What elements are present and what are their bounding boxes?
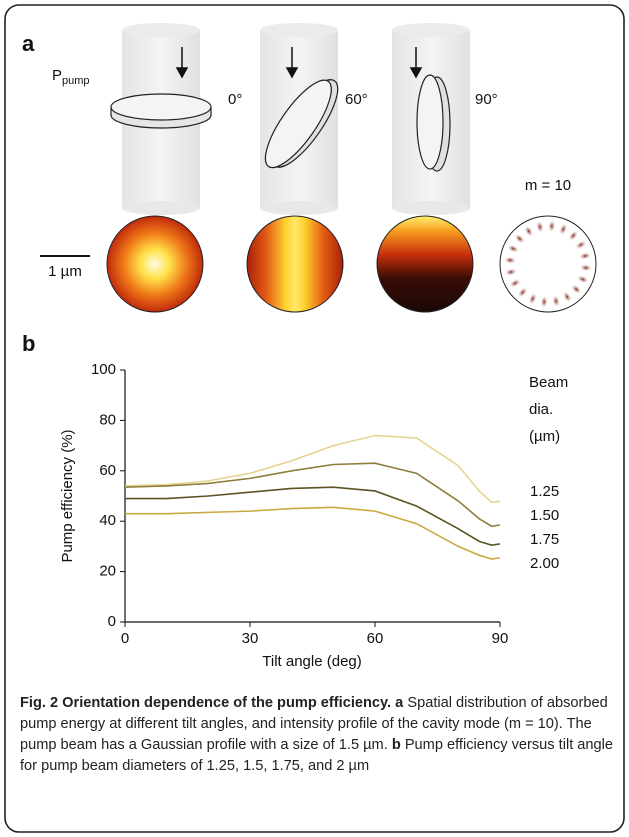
legend-title: (µm) — [529, 428, 560, 445]
mode-lobe — [524, 225, 534, 237]
y-tick-label: 0 — [108, 613, 116, 630]
y-tick-label: 100 — [91, 361, 116, 378]
arrows — [175, 47, 423, 79]
mode-lobe — [579, 264, 592, 272]
mode-lobe — [562, 291, 572, 303]
mode-lobe — [514, 233, 525, 244]
disks — [110, 74, 451, 172]
y-tick-label: 40 — [99, 512, 116, 529]
series-line — [124, 434, 501, 504]
legend-entry: 1.25 — [530, 483, 559, 500]
mode-profile — [499, 215, 597, 313]
mode-lobe — [507, 244, 519, 253]
mode-lobe — [571, 284, 582, 295]
y-tick-label: 20 — [99, 563, 116, 580]
legend-entry: 2.00 — [530, 555, 559, 572]
angle-label: 0° — [228, 91, 242, 108]
scale-label: 1 µm — [48, 263, 82, 280]
legend-title: Beam — [529, 374, 568, 391]
caption-b-label: b — [391, 737, 401, 753]
mode-lobe — [559, 223, 568, 235]
legend-entry: 1.50 — [530, 507, 559, 524]
pump-p: P — [52, 67, 62, 84]
mode-lobe — [552, 295, 560, 308]
series-line — [125, 486, 501, 546]
caption-b-text: Pump efficiency versus tilt angle for pu… — [20, 737, 614, 774]
panel-label: b — [22, 331, 35, 356]
caption-a-text: Spatial distribution of absorbed pump en… — [20, 695, 608, 753]
y-tick-label: 80 — [99, 411, 116, 428]
mode-lobe — [528, 293, 537, 305]
profile-90 — [376, 215, 474, 313]
x-tick-label: 0 — [121, 630, 129, 647]
angle-label: 60° — [345, 91, 368, 108]
caption: Fig. 2 Orientation dependence of the pum… — [20, 693, 615, 777]
mode-lobe — [575, 240, 587, 250]
mode-label: m = 10 — [525, 177, 571, 194]
mode-lobe — [504, 268, 517, 276]
y-axis-label: Pump efficiency (%) — [59, 429, 76, 562]
angle-label: 90° — [475, 91, 498, 108]
caption-a-label: a — [395, 695, 404, 711]
pump-label: Ppump — [52, 67, 90, 87]
x-tick-label: 90 — [492, 630, 509, 647]
mode-lobe — [517, 287, 528, 298]
pump-sub: pump — [62, 75, 90, 87]
series-line — [124, 462, 501, 528]
caption-title: Fig. 2 Orientation dependence of the pum… — [20, 695, 392, 711]
mode-lobe — [577, 275, 589, 284]
legend-entry: 1.75 — [530, 531, 559, 548]
frame — [4, 4, 625, 833]
y-tick-label: 60 — [99, 462, 116, 479]
profile-60 — [246, 215, 344, 313]
profile-0 — [106, 215, 204, 313]
series-line — [125, 506, 501, 560]
panel-label: a — [22, 31, 35, 56]
mode-lobe — [540, 295, 548, 308]
mode-lobe — [568, 230, 579, 241]
mode-lobe — [509, 278, 521, 288]
mode-lobe — [536, 220, 544, 233]
mode-lobe — [579, 252, 592, 260]
x-tick-label: 60 — [367, 630, 384, 647]
mode-lobe — [548, 220, 556, 233]
x-axis-label: Tilt angle (deg) — [262, 653, 362, 670]
legend-title: dia. — [529, 401, 553, 418]
x-tick-label: 30 — [242, 630, 259, 647]
mode-lobe — [504, 256, 517, 264]
